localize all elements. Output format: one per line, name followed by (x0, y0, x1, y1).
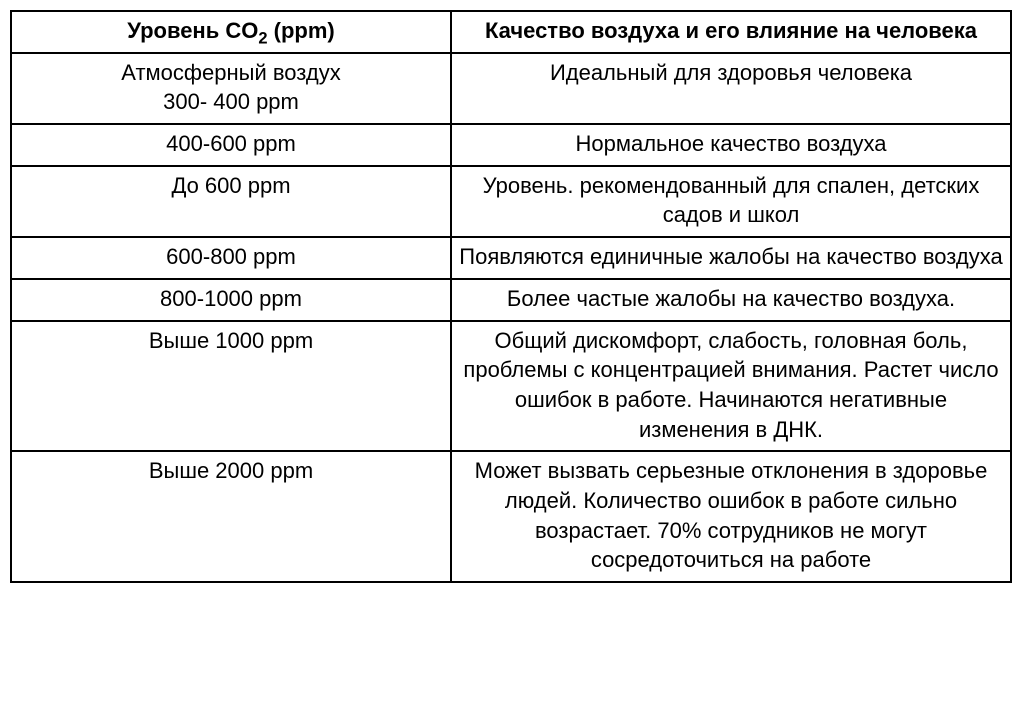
cell-level: Выше 2000 ppm (11, 451, 451, 582)
table-row: Выше 1000 ppm Общий дискомфорт, слабость… (11, 321, 1011, 452)
table-row: До 600 ppm Уровень. рекомендованный для … (11, 166, 1011, 237)
cell-effect: Нормальное качество воздуха (451, 124, 1011, 166)
header-co2-level: Уровень CO2 (ppm) (11, 11, 451, 53)
cell-effect: Идеальный для здоровья человека (451, 53, 1011, 124)
cell-level: Выше 1000 ppm (11, 321, 451, 452)
header-col0-prefix: Уровень CO (127, 18, 258, 43)
cell-level-line2: 300- 400 ppm (18, 87, 444, 117)
table-row: Атмосферный воздух 300- 400 ppm Идеальны… (11, 53, 1011, 124)
table-row: 800-1000 ppm Более частые жалобы на каче… (11, 279, 1011, 321)
table-row: Выше 2000 ppm Может вызвать серьезные от… (11, 451, 1011, 582)
cell-level: 400-600 ppm (11, 124, 451, 166)
table-row: 600-800 ppm Появляются единичные жалобы … (11, 237, 1011, 279)
header-air-quality: Качество воздуха и его влияние на челове… (451, 11, 1011, 53)
cell-effect: Уровень. рекомендованный для спален, дет… (451, 166, 1011, 237)
cell-level-line1: Атмосферный воздух (18, 58, 444, 88)
cell-effect: Может вызвать серьезные отклонения в здо… (451, 451, 1011, 582)
cell-effect: Общий дискомфорт, слабость, головная бол… (451, 321, 1011, 452)
cell-effect: Появляются единичные жалобы на качество … (451, 237, 1011, 279)
cell-level: 800-1000 ppm (11, 279, 451, 321)
cell-level: 600-800 ppm (11, 237, 451, 279)
header-col0-suffix: (ppm) (268, 18, 335, 43)
table-row: 400-600 ppm Нормальное качество воздуха (11, 124, 1011, 166)
cell-level: Атмосферный воздух 300- 400 ppm (11, 53, 451, 124)
header-col0-subscript: 2 (258, 29, 267, 47)
cell-level: До 600 ppm (11, 166, 451, 237)
table-header-row: Уровень CO2 (ppm) Качество воздуха и его… (11, 11, 1011, 53)
cell-effect: Более частые жалобы на качество воздуха. (451, 279, 1011, 321)
co2-levels-table: Уровень CO2 (ppm) Качество воздуха и его… (10, 10, 1012, 583)
